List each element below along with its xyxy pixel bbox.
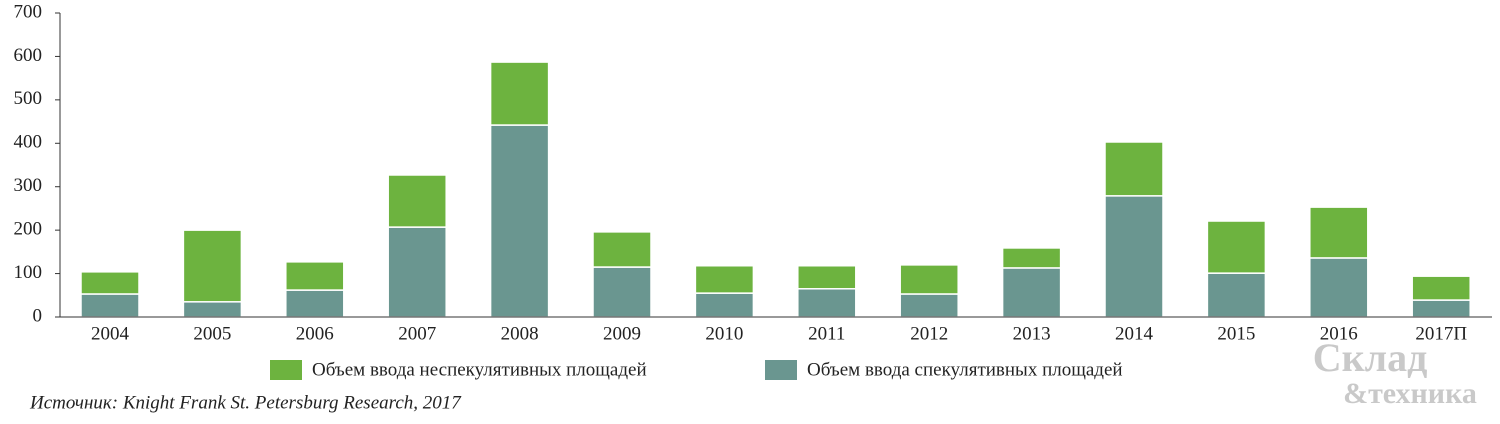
legend-swatch	[270, 360, 302, 380]
bar-segment	[1001, 247, 1062, 269]
logo: Склад	[1313, 335, 1428, 380]
bar-segment	[387, 226, 447, 318]
x-tick-label: 2012	[910, 323, 948, 344]
legend-swatch	[765, 360, 797, 380]
y-tick-label: 700	[14, 1, 43, 22]
bar-segment	[1411, 275, 1471, 301]
x-tick-label: 2007	[398, 323, 436, 344]
y-tick-label: 200	[14, 219, 43, 240]
bar-segment	[694, 265, 755, 294]
bar-segment	[285, 261, 345, 291]
bar-segment	[182, 229, 243, 303]
bar-segment	[489, 61, 550, 126]
source: Источник: Knight Frank St. Petersburg Re…	[29, 392, 462, 413]
bar-segment	[1309, 206, 1369, 259]
y-tick-label: 600	[14, 45, 43, 66]
y-tick-label: 100	[14, 262, 43, 283]
bar-segment	[80, 271, 140, 295]
bar-segment	[899, 293, 959, 318]
bar-segment	[1001, 267, 1062, 318]
x-tick-label: 2016	[1320, 323, 1358, 344]
bar-segment	[592, 266, 652, 318]
legend-label: Объем ввода неспекулятивных площадей	[312, 359, 647, 380]
bar-segment	[694, 292, 755, 318]
y-tick-label: 300	[14, 175, 43, 196]
legend-label: Объем ввода спекулятивных площадей	[807, 359, 1123, 380]
bar-segment	[1104, 195, 1164, 318]
bar-segment	[182, 301, 243, 318]
y-tick-label: 500	[14, 88, 43, 109]
x-tick-label: 2004	[91, 323, 130, 344]
x-tick-label: 2010	[705, 323, 743, 344]
x-tick-label: 2011	[808, 323, 845, 344]
x-tick-label: 2013	[1013, 323, 1051, 344]
bar-segment	[899, 264, 959, 295]
bar-segment	[797, 288, 857, 318]
x-tick-label: 2014	[1115, 323, 1154, 344]
x-tick-label: 2008	[501, 323, 539, 344]
bar-segment	[285, 289, 345, 318]
x-tick-label: 2005	[193, 323, 231, 344]
bar-segment	[489, 124, 550, 318]
x-tick-label: 2009	[603, 323, 641, 344]
y-tick-label: 400	[14, 132, 43, 153]
logo: &техника	[1343, 377, 1477, 410]
x-tick-label: 2015	[1217, 323, 1255, 344]
x-tick-label: 2006	[296, 323, 334, 344]
bar-segment	[80, 293, 140, 318]
bar-segment	[1206, 220, 1267, 274]
bar-segment	[592, 231, 652, 268]
bar-segment	[1104, 141, 1164, 197]
x-tick-label: 2017П	[1415, 323, 1467, 344]
y-tick-label: 0	[33, 305, 43, 326]
bar-segment	[1206, 272, 1267, 318]
bar-segment	[797, 265, 857, 290]
bar-segment	[387, 174, 447, 228]
bar-segment	[1309, 257, 1369, 318]
bar-segment	[1411, 299, 1471, 318]
